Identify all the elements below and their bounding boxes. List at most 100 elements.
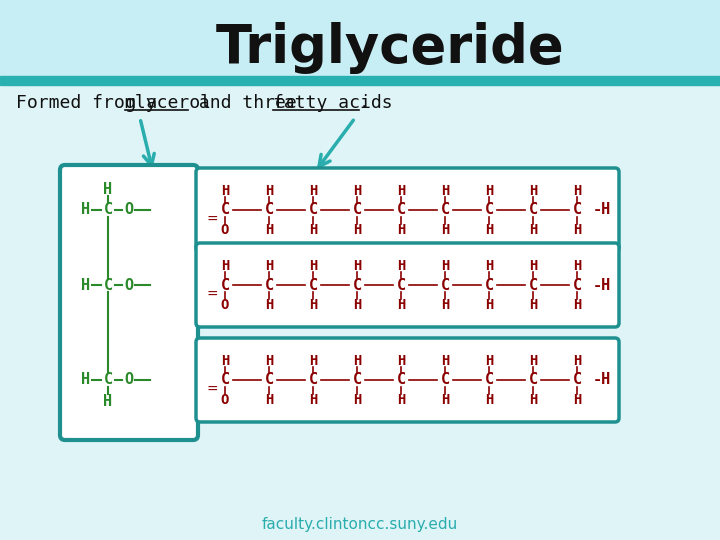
Text: H: H [265,259,273,273]
Text: C: C [220,278,230,293]
Text: =: = [206,383,218,397]
Text: H: H [573,354,581,368]
Text: H: H [485,184,493,198]
Text: H: H [485,393,493,407]
Text: O: O [221,393,229,407]
Text: H: H [104,183,112,198]
Text: =: = [206,288,218,302]
Text: H: H [397,298,405,312]
Text: C: C [441,373,449,388]
Text: H: H [485,223,493,237]
Text: C: C [352,373,361,388]
Text: H: H [573,298,581,312]
Bar [0,0,720,82]
Text: H: H [81,373,91,388]
Text: H: H [573,223,581,237]
Text: H: H [353,393,361,407]
Text: C: C [528,202,538,218]
Text: H: H [397,354,405,368]
Text: C: C [104,278,112,293]
Text: C: C [572,278,582,293]
Text: O: O [125,278,134,293]
Text: H: H [441,393,449,407]
Text: H: H [528,298,537,312]
Text: H: H [397,259,405,273]
Text: O: O [125,373,134,388]
Text: H: H [441,184,449,198]
Text: H: H [309,259,318,273]
Text: C: C [485,373,494,388]
Text: C: C [572,202,582,218]
Text: -H: -H [593,202,611,218]
Text: H: H [397,184,405,198]
Text: glycerol: glycerol [125,94,212,112]
Text: C: C [264,202,274,218]
Text: C: C [485,202,494,218]
Text: H: H [528,354,537,368]
Text: H: H [104,394,112,408]
Text: H: H [309,298,318,312]
Text: C: C [352,278,361,293]
Text: H: H [309,223,318,237]
Text: H: H [528,184,537,198]
Text: H: H [441,354,449,368]
Text: faculty.clintoncc.suny.edu: faculty.clintoncc.suny.edu [262,516,458,531]
Text: H: H [353,223,361,237]
Text: H: H [528,259,537,273]
Text: .: . [359,94,370,112]
Text: C: C [441,278,449,293]
Text: H: H [397,393,405,407]
Text: C: C [441,202,449,218]
FancyBboxPatch shape [196,338,619,422]
Text: C: C [104,373,112,388]
Text: -H: -H [593,278,611,293]
Bar [0,76,720,85]
Text: C: C [308,278,318,293]
Text: =: = [206,213,218,227]
Text: O: O [221,223,229,237]
Text: fatty acids: fatty acids [274,94,393,112]
Text: O: O [221,298,229,312]
Text: C: C [352,202,361,218]
Text: H: H [221,259,229,273]
Text: -H: -H [593,373,611,388]
Text: C: C [397,278,405,293]
Text: H: H [265,393,273,407]
Text: H: H [221,354,229,368]
Text: H: H [353,354,361,368]
Text: H: H [309,184,318,198]
Text: H: H [441,223,449,237]
Text: H: H [441,259,449,273]
Text: H: H [485,298,493,312]
Text: C: C [397,373,405,388]
Text: H: H [265,354,273,368]
Text: H: H [397,223,405,237]
Text: H: H [353,259,361,273]
Text: H: H [485,259,493,273]
Text: H: H [309,354,318,368]
Text: H: H [528,223,537,237]
Text: C: C [528,278,538,293]
Text: C: C [220,202,230,218]
Text: C: C [264,278,274,293]
Text: C: C [528,373,538,388]
Text: C: C [308,202,318,218]
FancyBboxPatch shape [196,243,619,327]
Text: H: H [573,393,581,407]
FancyBboxPatch shape [196,168,619,252]
Text: H: H [265,184,273,198]
Text: C: C [397,202,405,218]
Text: H: H [81,278,91,293]
Text: H: H [353,184,361,198]
FancyBboxPatch shape [60,165,198,440]
Text: H: H [265,223,273,237]
Text: C: C [485,278,494,293]
Text: H: H [573,259,581,273]
Text: H: H [81,202,91,218]
Text: C: C [572,373,582,388]
Text: O: O [125,202,134,218]
Text: C: C [308,373,318,388]
Text: H: H [309,393,318,407]
Text: H: H [528,393,537,407]
Text: H: H [265,298,273,312]
